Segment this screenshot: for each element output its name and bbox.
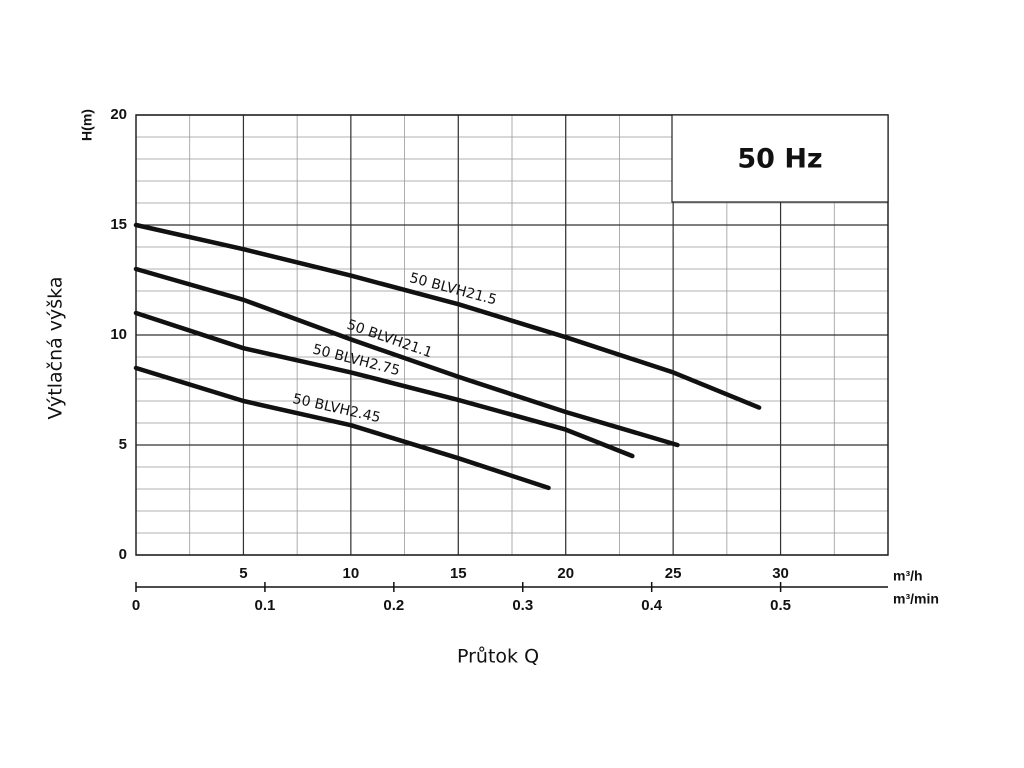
x-unit: m³/h [893,568,923,584]
curve [133,365,551,491]
curve [133,310,635,459]
y-tick-label: 10 [110,326,127,343]
x2-tick-label: 0 [132,597,140,614]
plot-frame [135,114,889,556]
x-tick-label: 30 [772,565,789,582]
x2-tick-label: 0.3 [512,597,533,614]
y-tick-label: 5 [119,436,127,453]
curve [133,266,680,448]
y-axis-title: Výtlačná výška [45,277,67,420]
annotation-box [671,114,889,203]
y-unit: H(m) [79,109,95,141]
x2-tick-label: 0.1 [254,597,275,614]
x-tick-label: 5 [239,565,247,582]
curve [133,222,762,410]
y-tick-label: 0 [119,546,127,563]
x2-tick-label: 0.5 [770,597,791,614]
x-tick-label: 20 [557,565,574,582]
x2-tick-label: 0.2 [383,597,404,614]
x-tick-label: 10 [343,565,360,582]
x-tick-label: 15 [450,565,467,582]
x2-tick-label: 0.4 [641,597,663,614]
y-tick-label: 20 [110,106,127,123]
x2-unit: m³/min [893,591,939,607]
x-axis-title: Průtok Q [457,646,539,668]
grid [136,114,888,556]
annotation: 50 Hz [737,144,822,175]
y-tick-label: 15 [110,216,127,233]
x-tick-label: 25 [665,565,682,582]
